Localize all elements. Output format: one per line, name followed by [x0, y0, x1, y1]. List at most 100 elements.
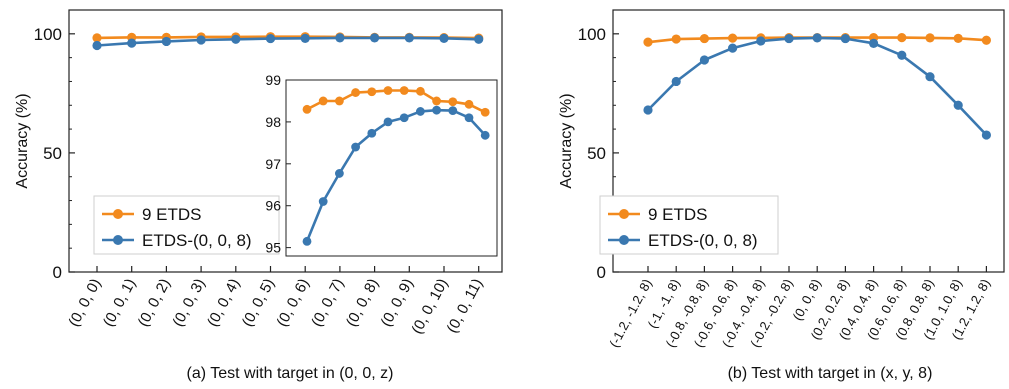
legend-label: ETDS-(0, 0, 8)	[648, 231, 758, 250]
legend-swatch-marker	[113, 209, 123, 219]
series-etds-008-point	[474, 34, 484, 44]
panel-b-caption: (b) Test with target in (x, y, 8)	[728, 365, 933, 382]
series-etds-008-point	[439, 33, 449, 43]
inset-series-nine-etds-point	[318, 96, 328, 106]
series-etds-008-point	[925, 72, 935, 82]
x-tick-label: (-1.2, -1.2, 8)	[606, 276, 655, 349]
inset-series-nine-etds-point	[367, 87, 377, 97]
inset-series-etds-008-point	[416, 107, 425, 116]
series-etds-008-point	[335, 33, 345, 43]
series-nine-etds-point	[671, 34, 681, 44]
y-tick-label: 100	[34, 25, 62, 44]
inset-series-nine-etds-point	[432, 96, 441, 106]
x-tick-label: (0, 0, 4)	[204, 276, 243, 330]
series-etds-008-line	[647, 36, 988, 136]
inset-series-nine-etds-point	[399, 86, 409, 95]
inset-frame	[285, 79, 498, 257]
inset-series-nine-etds-point	[448, 97, 458, 107]
inset-series-etds-008-point	[464, 113, 474, 123]
series-etds-008-point	[643, 105, 653, 115]
inset-series-nine-etds-point	[480, 107, 490, 117]
series-etds-008-point	[404, 33, 414, 43]
legend-box	[599, 195, 779, 255]
legend-swatch-marker	[619, 209, 629, 219]
legend-label: 9 ETDS	[142, 205, 202, 224]
legend-label: ETDS-(0, 0, 8)	[142, 231, 252, 250]
y-tick-label: 0	[53, 263, 62, 282]
series-nine-etds-point	[699, 33, 710, 44]
x-tick-label: (0, 0, 8)	[343, 276, 382, 330]
inset-series-nine-etds-point	[335, 96, 344, 106]
inset-series-etds-008-point	[383, 117, 393, 127]
inset-series-etds-008-point	[399, 113, 409, 123]
series-etds-008-point	[671, 76, 681, 87]
x-tick-label: (0, 0, 5)	[239, 276, 278, 330]
x-tick-label: (0, 0, 2)	[135, 276, 174, 330]
legend-box	[93, 195, 280, 255]
inset-series-etds-008-point	[480, 130, 490, 140]
inset-series-nine-etds-point	[302, 104, 312, 114]
inset-series-etds-008-point	[448, 106, 458, 115]
x-tick-label: (0, 0, 7)	[308, 276, 347, 330]
inset-series-nine-etds-point	[351, 88, 360, 97]
plot-frame	[68, 9, 503, 273]
y-tick-label: 100	[578, 25, 606, 44]
series-etds-008-point	[699, 55, 710, 65]
y-axis-label: Accuracy (%)	[558, 93, 575, 188]
legend-swatch-marker	[113, 235, 123, 245]
series-nine-etds-point	[953, 33, 963, 43]
series-etds-008-point	[231, 34, 241, 44]
inset-y-tick-label: 96	[265, 198, 281, 214]
x-tick-label: (0, 0, 6)	[273, 276, 312, 330]
series-nine-etds-point	[728, 33, 738, 43]
y-tick-label: 50	[43, 144, 62, 163]
inset-series-nine-etds-point	[464, 99, 474, 109]
inset-series-etds-008-point	[335, 169, 344, 178]
inset-series-etds-008-point	[351, 142, 360, 152]
inset-series-etds-008-point	[432, 105, 441, 115]
inset-y-tick-label: 97	[265, 156, 281, 172]
inset-y-tick-label: 98	[265, 114, 281, 130]
x-tick-label: (0, 0, 0)	[65, 276, 104, 330]
series-nine-etds-point	[897, 33, 907, 43]
panel-a-caption: (a) Test with target in (0, 0, z)	[187, 365, 394, 382]
series-etds-008-point	[728, 43, 738, 53]
y-axis-label: Accuracy (%)	[14, 93, 31, 188]
series-nine-etds-point	[981, 35, 992, 45]
series-etds-008-point	[784, 33, 794, 44]
series-etds-008-line	[96, 36, 479, 47]
series-etds-008-point	[897, 50, 907, 60]
inset-series-etds-008-point	[367, 128, 377, 138]
series-etds-008-point	[127, 38, 137, 48]
inset-series-nine-etds-point	[383, 86, 393, 95]
series-nine-etds-point	[92, 33, 102, 43]
series-etds-008-point	[869, 38, 879, 48]
series-etds-008-point	[300, 33, 310, 43]
x-tick-label: (0, 0, 9)	[378, 276, 417, 330]
series-etds-008-point	[161, 36, 171, 47]
legend-label: 9 ETDS	[648, 205, 708, 224]
series-etds-008-point	[953, 100, 963, 110]
series-etds-008-point	[370, 33, 380, 43]
inset-series-etds-008-point	[302, 236, 312, 246]
series-etds-008-point	[92, 40, 102, 51]
inset-y-tick-label: 99	[265, 72, 281, 88]
series-etds-008-point	[981, 130, 992, 140]
series-etds-008-point	[812, 33, 822, 43]
x-tick-label: (0, 0, 3)	[169, 276, 208, 330]
inset-y-tick-label: 95	[265, 240, 281, 256]
inset-series-nine-etds-point	[416, 86, 425, 96]
series-etds-008-point	[196, 35, 206, 45]
series-nine-etds-point	[925, 33, 935, 43]
legend-swatch-marker	[619, 235, 629, 245]
inset-series-etds-008-point	[318, 197, 328, 206]
series-nine-etds-point	[643, 37, 653, 47]
series-etds-008-point	[265, 33, 276, 44]
x-tick-label: (0, 0, 1)	[100, 276, 139, 330]
plot-frame	[612, 9, 1005, 273]
series-etds-008-point	[756, 36, 766, 46]
y-tick-label: 50	[587, 144, 606, 163]
